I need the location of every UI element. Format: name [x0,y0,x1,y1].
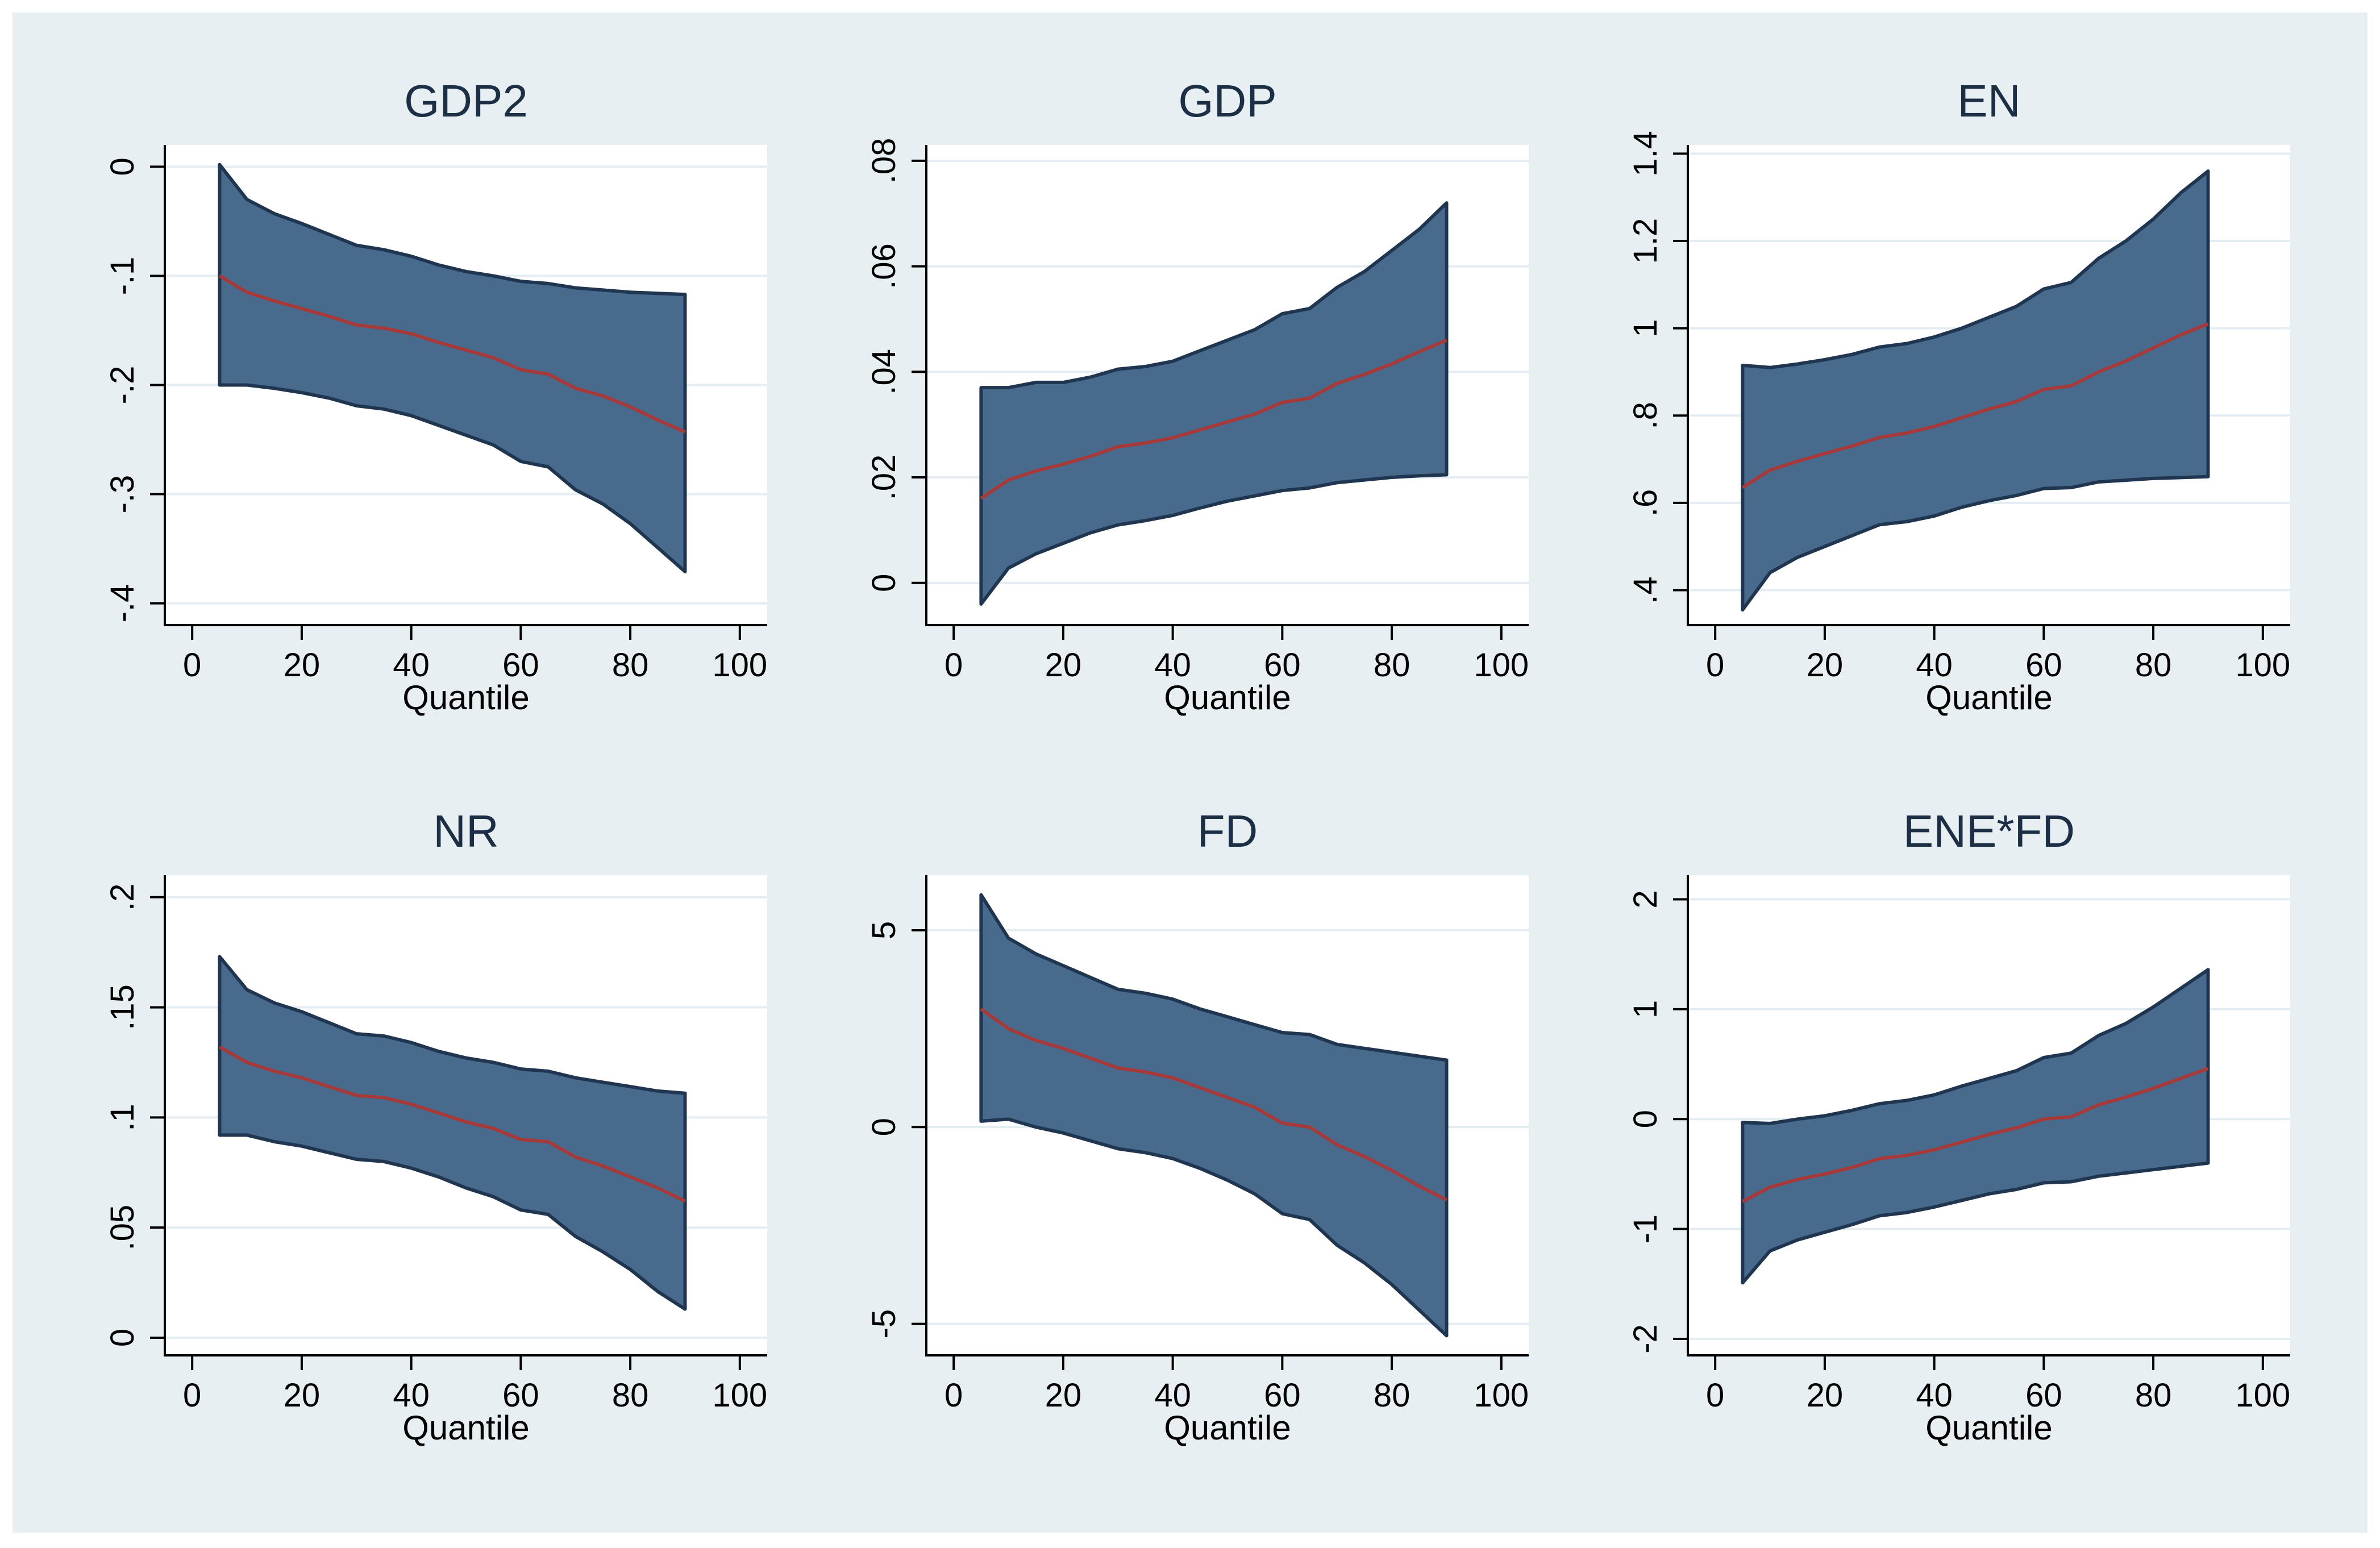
x-tick-label: 100 [712,1377,767,1414]
y-tick-label: .4 [1627,576,1664,604]
estimate-line [218,1045,686,1203]
x-tick-label: 60 [1264,1377,1301,1414]
y-tick-label: 0 [866,574,902,592]
x-tick-label: 100 [1474,647,1529,684]
x-tick-label: 80 [1374,1377,1410,1414]
panel-3: .4 .6 .8 1 1.2 1.4 0 20 40 60 80 100 Quantile EN [1627,76,2290,717]
x-tick-label: 80 [1374,647,1410,684]
x-tick-label: 40 [1154,1377,1191,1414]
x-axis-label: Quantile [1925,1409,2052,1447]
x-tick-label: 40 [393,647,430,684]
confidence-band [218,163,687,573]
x-tick-label: 60 [502,647,539,684]
x-tick-label: 80 [2135,1377,2172,1414]
y-tick-label: 0 [104,1329,141,1347]
y-tick-label: -5 [866,1309,902,1339]
x-tick-label: 0 [1706,647,1724,684]
x-tick-label: 20 [1045,647,1082,684]
x-tick-label: 0 [183,1377,201,1414]
panel-2: 0 .02 .04 .06 .08 0 20 40 60 80 100 Quantile GDP [866,76,1529,717]
x-tick-label: 80 [2135,647,2172,684]
estimate-line [1741,322,2209,489]
y-tick-label: 0 [104,157,141,176]
x-tick-label: 40 [1916,1377,1953,1414]
y-tick-label: 2 [1627,890,1664,908]
y-tick-label: .04 [866,349,902,395]
x-tick-label: 80 [612,1377,649,1414]
y-tick-label: .02 [866,455,902,501]
x-axis-label: Quantile [402,1409,529,1447]
y-tick-label: 0 [1627,1110,1664,1128]
y-tick-label: .1 [104,1104,141,1131]
panel-title: GDP [1178,76,1276,126]
panel-4: 0 .05 .1 .15 .2 0 20 40 60 80 100 Quantile NR [104,806,767,1447]
x-tick-label: 20 [284,647,321,684]
y-tick-label: -.3 [104,475,141,514]
x-tick-label: 60 [502,1377,539,1414]
confidence-band [1741,968,2210,1285]
y-tick-label: .08 [866,138,902,184]
x-tick-label: 20 [284,1377,321,1414]
confidence-band [979,201,1449,606]
x-tick-label: 20 [1045,1377,1082,1414]
x-tick-label: 60 [2025,647,2062,684]
confidence-band [1741,169,2210,612]
x-axis-label: Quantile [1164,1409,1291,1447]
estimate-line [980,1008,1447,1202]
x-tick-label: 60 [2025,1377,2062,1414]
y-tick-label: .15 [104,984,141,1030]
y-tick-label: 0 [866,1118,902,1136]
x-tick-label: 40 [1154,647,1191,684]
x-axis-label: Quantile [1925,679,2052,717]
y-tick-label: 1.2 [1627,218,1664,264]
y-tick-label: -.2 [104,366,141,405]
x-tick-label: 20 [1807,1377,1844,1414]
panel-title: GDP2 [404,76,528,126]
x-tick-label: 100 [1474,1377,1529,1414]
x-tick-label: 40 [1916,647,1953,684]
panel-5: -5 0 5 0 20 40 60 80 100 Quantile FD [866,806,1529,1447]
panel-title: FD [1197,806,1258,856]
y-tick-label: -1 [1627,1214,1664,1244]
estimate-line [1742,1067,2209,1203]
x-tick-label: 0 [944,1377,963,1414]
panel-title: NR [433,806,499,856]
x-tick-label: 0 [944,647,963,684]
panel-1: 0 -.1 -.2 -.3 -.4 0 20 40 60 80 100 Quantile GDP2 [104,76,767,717]
x-tick-label: 0 [183,647,201,684]
y-tick-label: 1 [1627,319,1664,338]
x-axis-label: Quantile [402,679,529,717]
x-tick-label: 60 [1264,647,1301,684]
y-tick-label: -.4 [104,584,141,623]
y-tick-label: .05 [104,1205,141,1251]
y-tick-label: .06 [866,243,902,289]
x-axis-label: Quantile [1164,679,1291,717]
x-tick-label: 0 [1706,1377,1724,1414]
y-tick-label: -2 [1627,1324,1664,1354]
panel-title: EN [1957,76,2020,126]
estimate-line [980,338,1447,500]
y-tick-label: .2 [104,884,141,911]
y-tick-label: .8 [1627,402,1664,429]
y-tick-label: 5 [866,921,902,939]
estimate-line [218,274,686,434]
y-tick-label: 1 [1627,1000,1664,1018]
x-tick-label: 100 [2235,1377,2290,1414]
x-tick-label: 80 [612,647,649,684]
x-tick-label: 100 [2235,647,2290,684]
confidence-band [218,955,687,1311]
y-tick-label: -.1 [104,257,141,296]
confidence-band [979,893,1449,1338]
panel-title: ENE*FD [1903,806,2075,856]
x-tick-label: 100 [712,647,767,684]
x-tick-label: 20 [1807,647,1844,684]
x-tick-label: 40 [393,1377,430,1414]
y-tick-label: 1.4 [1627,131,1664,177]
y-tick-label: .6 [1627,489,1664,517]
